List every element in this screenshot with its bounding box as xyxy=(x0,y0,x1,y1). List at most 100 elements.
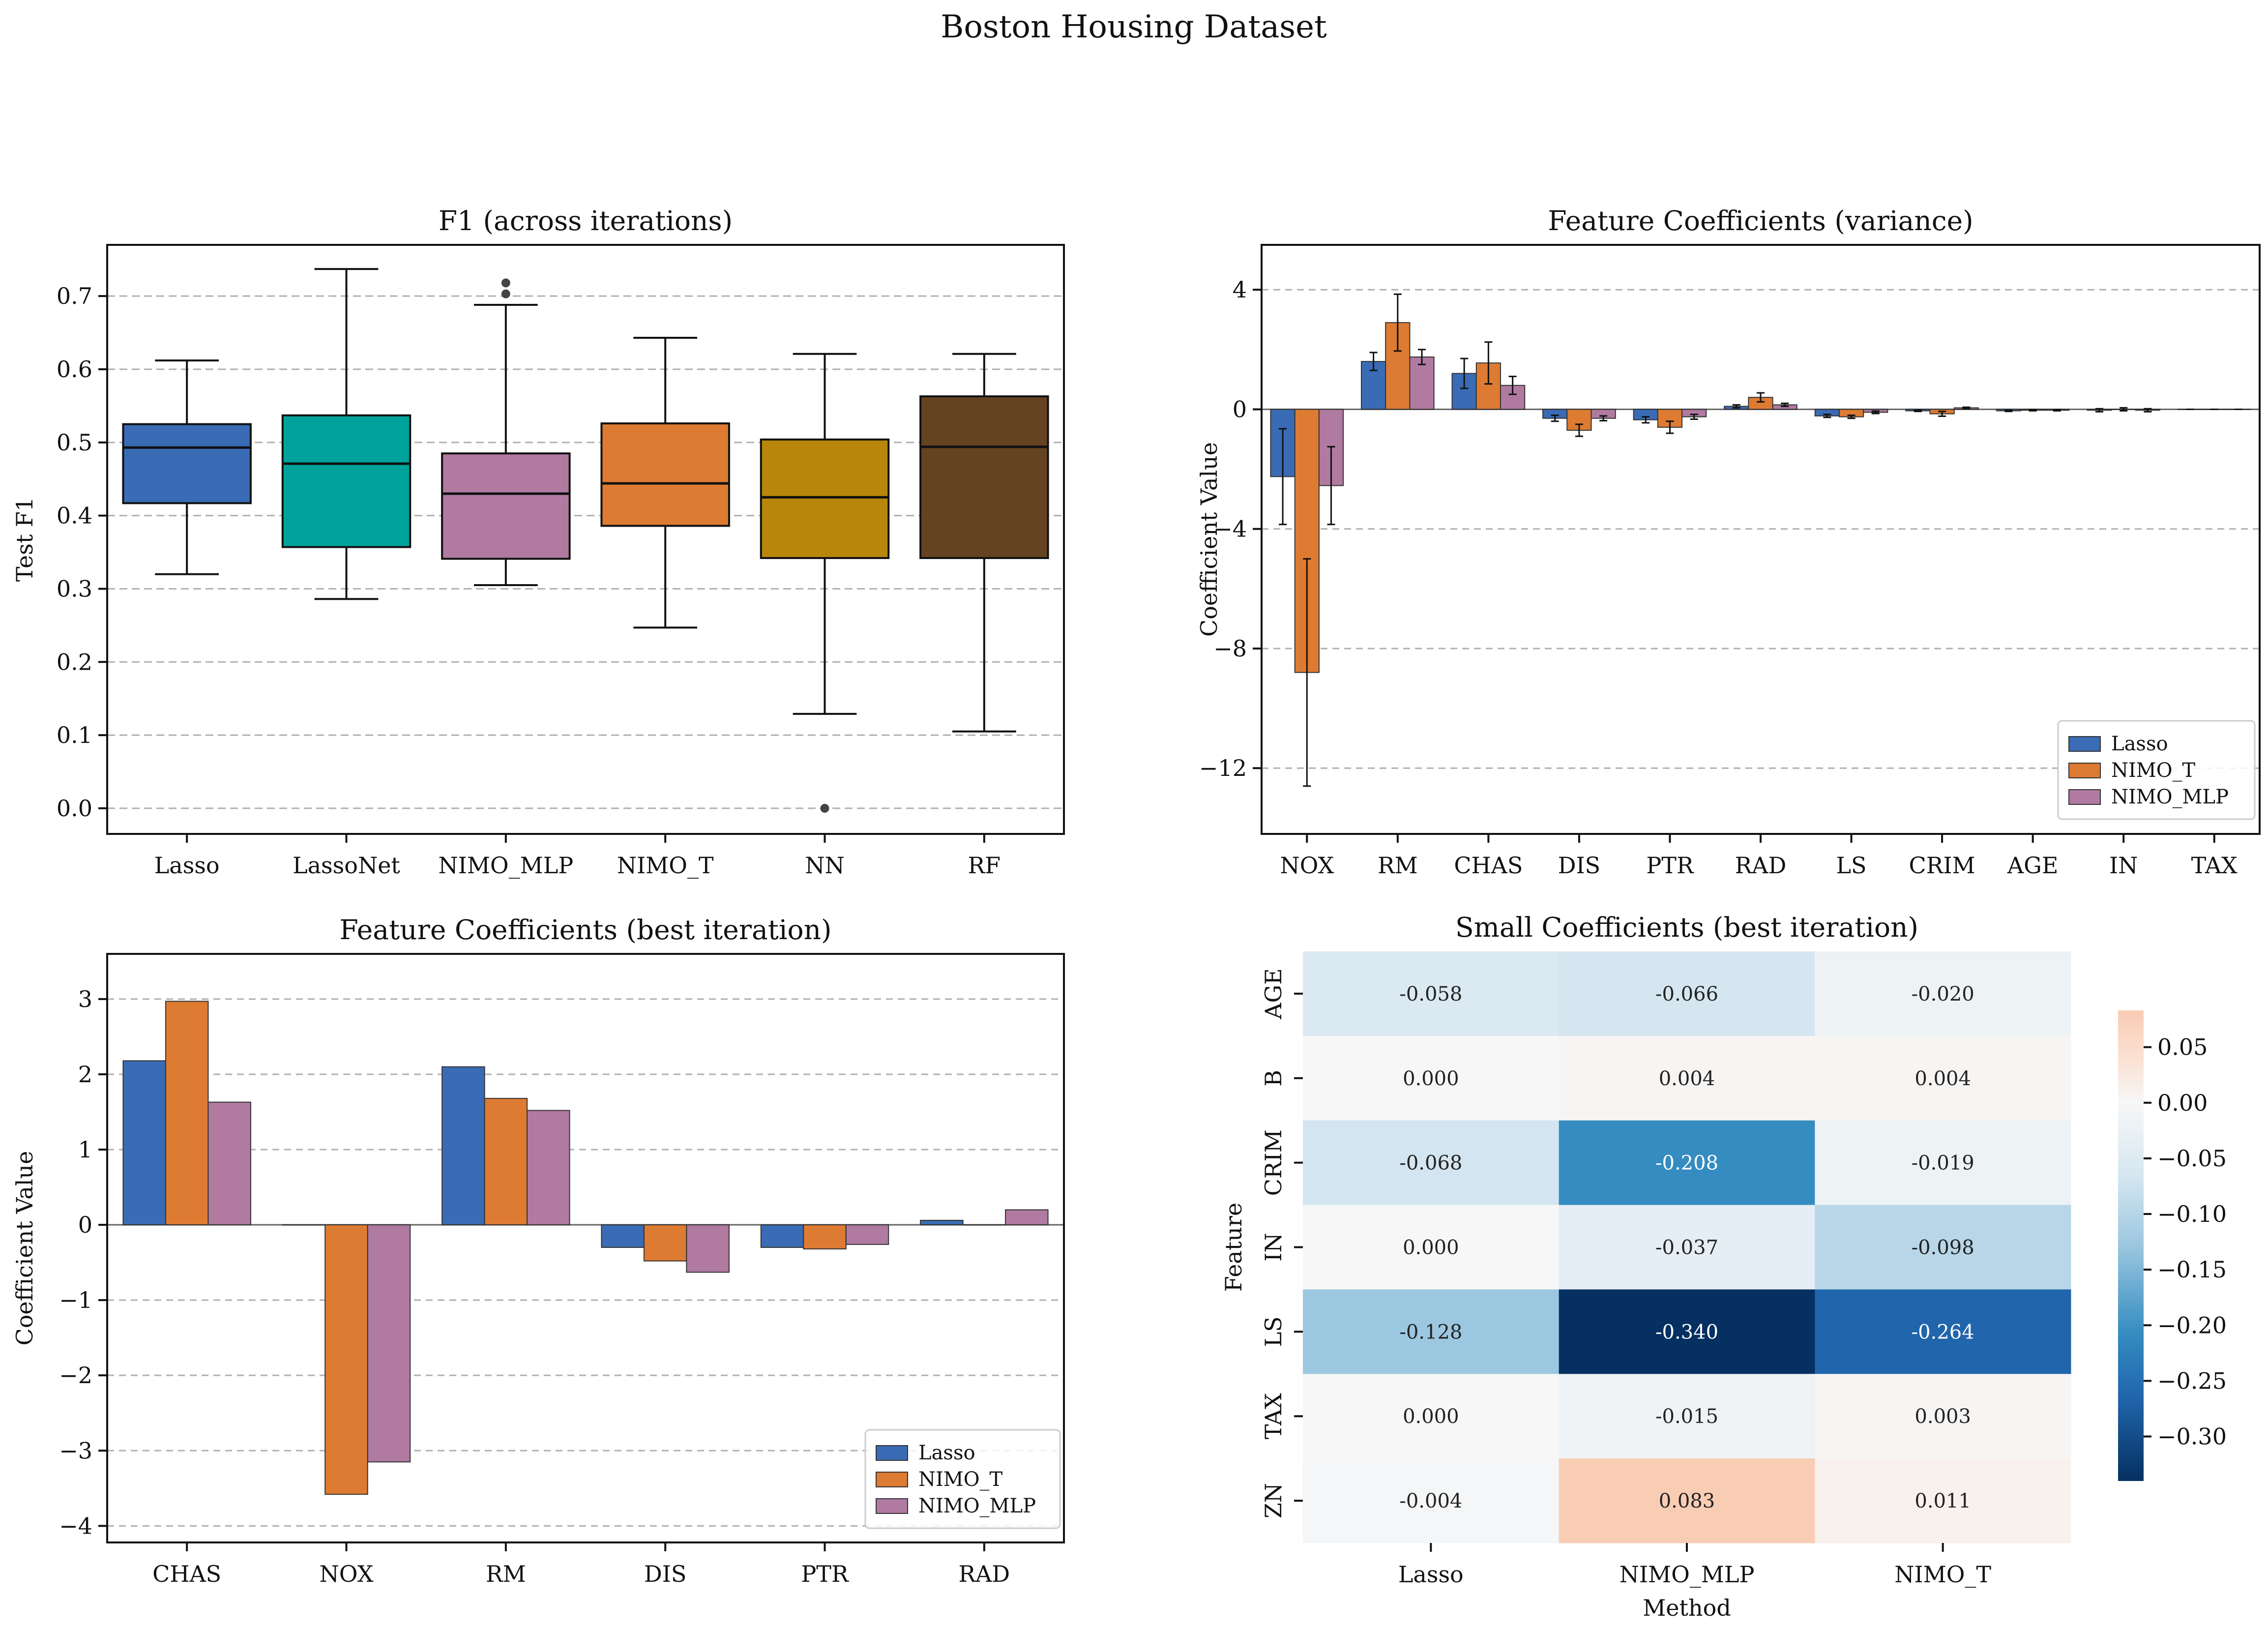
heatmap-cell xyxy=(1815,1036,2071,1121)
heatmap-cell-label: 0.000 xyxy=(1403,1067,1459,1090)
heatmap-cell xyxy=(1815,1120,2071,1206)
best-xtick-label: NOX xyxy=(320,1561,374,1587)
best-legend-label: NIMO_MLP xyxy=(918,1495,1036,1517)
best-ytick-label: −4 xyxy=(59,1512,92,1539)
f1-xtick-label: Lasso xyxy=(154,852,220,879)
best-bar xyxy=(122,1060,166,1226)
best-legend-swatch xyxy=(876,1445,908,1461)
heatmap-cell xyxy=(1815,1374,2071,1459)
heatmap-ytick-label: LS xyxy=(1260,1316,1287,1347)
best-ytick-label: 3 xyxy=(78,986,92,1012)
heatmap-cell-label: -0.066 xyxy=(1655,983,1718,1006)
f1-box xyxy=(919,395,1049,559)
best-ylabel: Coefficient Value xyxy=(11,1151,38,1346)
var-xtick-label: NOX xyxy=(1280,852,1334,879)
best-bar xyxy=(527,1110,570,1226)
heatmap-cell-label: -0.015 xyxy=(1655,1405,1718,1428)
f1-ytick-label: 0.7 xyxy=(57,283,92,309)
f1-xtick-label: NIMO_MLP xyxy=(438,852,573,879)
heatmap-ytick-label: AGE xyxy=(1260,968,1287,1020)
heatmap-cell-label: 0.004 xyxy=(1659,1067,1715,1090)
best-bar xyxy=(845,1224,889,1245)
best-xtick-label: CHAS xyxy=(152,1561,221,1587)
best-bar xyxy=(920,1219,964,1226)
heatmap-cell xyxy=(1815,1458,2071,1543)
colorbar xyxy=(2118,1010,2144,1481)
f1-box xyxy=(760,438,890,559)
var-ytick-label: −12 xyxy=(1199,755,1247,781)
f1-ylabel: Test F1 xyxy=(11,497,38,582)
best-bar xyxy=(207,1101,251,1226)
var-xtick-label: TAX xyxy=(2191,852,2238,879)
var-xtick-label: PTR xyxy=(1646,852,1694,879)
best-legend-swatch xyxy=(876,1472,908,1487)
f1-boxplot-panel: 0.0 0.1 0.2 0.3 0.4 0.5 0.6 0.7 Test F1 Lasso Lass… xyxy=(11,205,1065,879)
best-iteration-bar-panel: Coefficient Value 3 2 1 0 −1 −2 −3 −4 CHAS NOX RM DI… xyxy=(11,914,1065,1587)
heatmap-cell-label: -0.037 xyxy=(1655,1237,1718,1259)
var-legend-label: NIMO_MLP xyxy=(2111,786,2229,808)
heatmap-cell-label: 0.011 xyxy=(1915,1490,1971,1512)
var-ytick-label: 0 xyxy=(1233,396,1247,422)
best-bar xyxy=(760,1224,804,1248)
var-xtick-label: LS xyxy=(1836,852,1867,879)
heatmap-cell xyxy=(1303,951,1560,1036)
f1-ytick-label: 0.5 xyxy=(57,429,92,456)
f1-xtick-label: RF xyxy=(968,852,1001,879)
colorbar-tick-label: 0.00 xyxy=(2157,1090,2208,1116)
heatmap-cell-label: -0.004 xyxy=(1399,1490,1462,1512)
f1-ytick-label: 0.2 xyxy=(57,649,92,675)
best-bar xyxy=(442,1066,485,1226)
best-ytick-label: 0 xyxy=(78,1212,92,1238)
var-xtick-label: CHAS xyxy=(1454,852,1523,879)
var-legend xyxy=(2057,720,2256,820)
heatmap-cell xyxy=(1559,1205,1815,1290)
best-legend-label: NIMO_T xyxy=(918,1468,1003,1491)
heatmap-cell-label: 0.083 xyxy=(1659,1490,1715,1512)
f1-box xyxy=(441,452,571,560)
best-bar xyxy=(484,1097,528,1226)
colorbar-tick-label: −0.30 xyxy=(2157,1423,2227,1450)
heatmap-cell-label: 0.000 xyxy=(1403,1405,1459,1428)
f1-outlier-point xyxy=(501,278,510,288)
heatmap-cell xyxy=(1303,1120,1560,1206)
heatmap-xtick-label: NIMO_T xyxy=(1894,1561,1991,1588)
heatmap-cell xyxy=(1559,1036,1815,1121)
heatmap-xlabel: Method xyxy=(1643,1595,1731,1621)
var-legend-swatch xyxy=(2068,736,2101,752)
best-bar xyxy=(601,1224,645,1248)
var-ytick-label: −4 xyxy=(1213,516,1247,542)
best-bar xyxy=(643,1224,687,1262)
best-bar xyxy=(367,1224,411,1463)
best-ytick-label: 2 xyxy=(78,1061,92,1088)
f1-box xyxy=(600,422,730,527)
heatmap-cell xyxy=(1303,1458,1560,1543)
best-bar xyxy=(324,1224,368,1495)
best-title: Feature Coefficients (best iteration) xyxy=(340,914,832,946)
best-bar xyxy=(1005,1209,1049,1226)
f1-xtick-label: NN xyxy=(805,852,845,879)
heatmap-cell-label: -0.098 xyxy=(1912,1237,1974,1259)
f1-outlier-point xyxy=(501,289,510,298)
var-xtick-label: RM xyxy=(1378,852,1418,879)
heatmap-cell-label: -0.068 xyxy=(1399,1152,1462,1175)
heatmap-cell-label: -0.019 xyxy=(1912,1152,1974,1175)
heatmap-cell xyxy=(1559,1458,1815,1543)
var-xtick-label: AGE xyxy=(2007,852,2059,879)
best-legend-label: Lasso xyxy=(918,1442,975,1464)
var-ylabel: Coefficient Value xyxy=(1196,442,1222,637)
best-legend xyxy=(864,1429,1061,1529)
best-xtick-label: RAD xyxy=(958,1561,1010,1587)
best-xtick-label: RM xyxy=(486,1561,526,1587)
heatmap-cell xyxy=(1303,1036,1560,1121)
var-legend-label: NIMO_T xyxy=(2111,759,2196,782)
var-xtick-label: RAD xyxy=(1735,852,1787,879)
heatmap-cell-label: 0.003 xyxy=(1915,1405,1971,1428)
f1-box xyxy=(281,414,412,548)
best-bar xyxy=(686,1224,730,1273)
f1-box xyxy=(122,423,252,504)
f1-xtick-label: NIMO_T xyxy=(617,852,714,879)
heatmap-cell xyxy=(1559,951,1815,1036)
heatmap-cell xyxy=(1559,1120,1815,1206)
heatmap-ytick-label: CRIM xyxy=(1260,1129,1287,1196)
heatmap-cell xyxy=(1815,951,2071,1036)
